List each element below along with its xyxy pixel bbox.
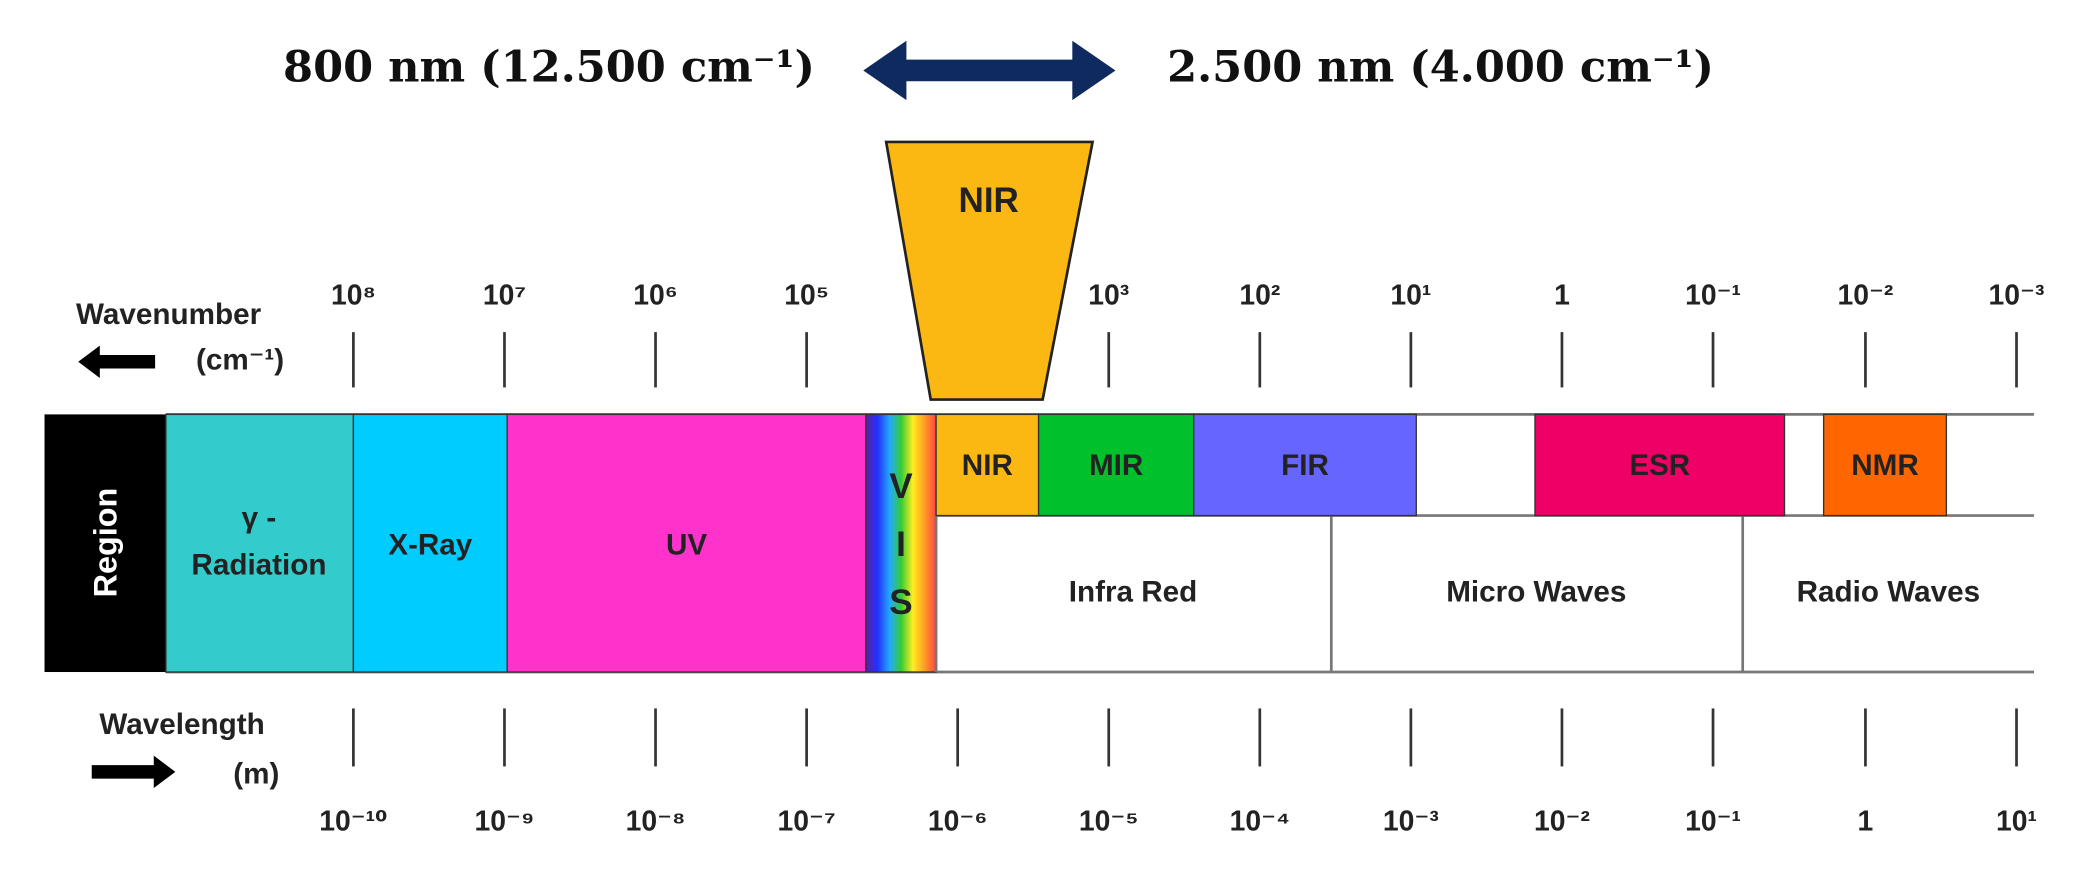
sub-band-label: FIR bbox=[1281, 449, 1329, 482]
wavelength-tick-label: 10⁻¹ bbox=[1685, 806, 1741, 838]
sub-band-label: MIR bbox=[1089, 449, 1143, 482]
range-arrow bbox=[863, 40, 1116, 101]
gamma-label: Radiation bbox=[191, 549, 326, 582]
wavelength-tick-label: 10⁻⁴ bbox=[1230, 806, 1290, 838]
left-range-label: 800 nm (12.500 cm⁻¹) bbox=[283, 41, 815, 92]
wavelength-title: Wavelength bbox=[99, 708, 264, 741]
sub-band bbox=[1822, 413, 1948, 517]
group-label: Radio Waves bbox=[1797, 576, 1980, 609]
sub-band bbox=[1193, 413, 1417, 517]
group-label: Micro Waves bbox=[1446, 576, 1626, 609]
wavenumber-tick-label: 10³ bbox=[1088, 280, 1129, 312]
gamma-band bbox=[165, 413, 355, 673]
region-label: Region bbox=[87, 488, 123, 598]
vis-letter: V bbox=[889, 467, 913, 506]
wavenumber-tick-label: 10⁻³ bbox=[1989, 280, 2045, 312]
sub-band-label: NMR bbox=[1851, 449, 1919, 482]
wavelength-tick-label: 10⁻⁵ bbox=[1079, 806, 1139, 838]
wavelength-tick-label: 10⁻¹⁰ bbox=[319, 806, 387, 838]
wavenumber-tick-label: 10⁸ bbox=[331, 280, 376, 312]
wavenumber-tick-label: 10¹ bbox=[1390, 280, 1431, 312]
sub-band-label: ESR bbox=[1629, 449, 1690, 482]
wavenumber-tick-label: 10⁵ bbox=[784, 280, 829, 312]
uv-label: UV bbox=[666, 528, 707, 561]
wavenumber-tick-label: 10⁷ bbox=[483, 280, 526, 312]
nir-window bbox=[884, 140, 1095, 401]
wavelength-tick-label: 10⁻² bbox=[1534, 806, 1590, 838]
wavelength-tick-label: 10⁻³ bbox=[1383, 806, 1439, 838]
group-label: Infra Red bbox=[1069, 576, 1198, 609]
wavenumber-tick-label: 10² bbox=[1239, 280, 1280, 312]
left-arrow bbox=[78, 345, 156, 378]
wavelength-tick-label: 10⁻⁹ bbox=[475, 806, 535, 838]
wavenumber-tick-label: 10⁻² bbox=[1838, 280, 1894, 312]
nir-window-label: NIR bbox=[959, 181, 1019, 220]
xray-band bbox=[352, 413, 508, 673]
wavelength-unit: (m) bbox=[233, 758, 279, 791]
sub-band bbox=[1534, 413, 1786, 517]
wavenumber-title: Wavenumber bbox=[76, 298, 262, 331]
wavelength-tick-label: 1 bbox=[1858, 806, 1874, 838]
vis-letter: S bbox=[889, 583, 912, 622]
region-header bbox=[44, 414, 166, 673]
wavenumber-tick-label: 1 bbox=[1554, 280, 1570, 312]
gamma-label: γ - bbox=[242, 501, 277, 534]
sub-band-label: NIR bbox=[962, 449, 1013, 482]
xray-label: X-Ray bbox=[388, 528, 473, 561]
wavelength-tick-label: 10¹ bbox=[1996, 806, 2037, 838]
sub-band bbox=[935, 413, 1040, 517]
sub-band bbox=[1037, 413, 1195, 517]
wavenumber-tick-label: 10⁻¹ bbox=[1685, 280, 1741, 312]
vis-letter: I bbox=[896, 525, 906, 564]
wavenumber-unit: (cm⁻¹) bbox=[196, 344, 284, 377]
wavenumber-tick-label: 10⁶ bbox=[633, 280, 678, 312]
wavelength-tick-label: 10⁻⁶ bbox=[928, 806, 987, 838]
right-range-label: 2.500 nm (4.000 cm⁻¹) bbox=[1167, 41, 1714, 92]
wavelength-tick-label: 10⁻⁷ bbox=[778, 806, 836, 838]
wavelength-tick-label: 10⁻⁸ bbox=[626, 806, 686, 838]
right-arrow bbox=[91, 755, 176, 789]
